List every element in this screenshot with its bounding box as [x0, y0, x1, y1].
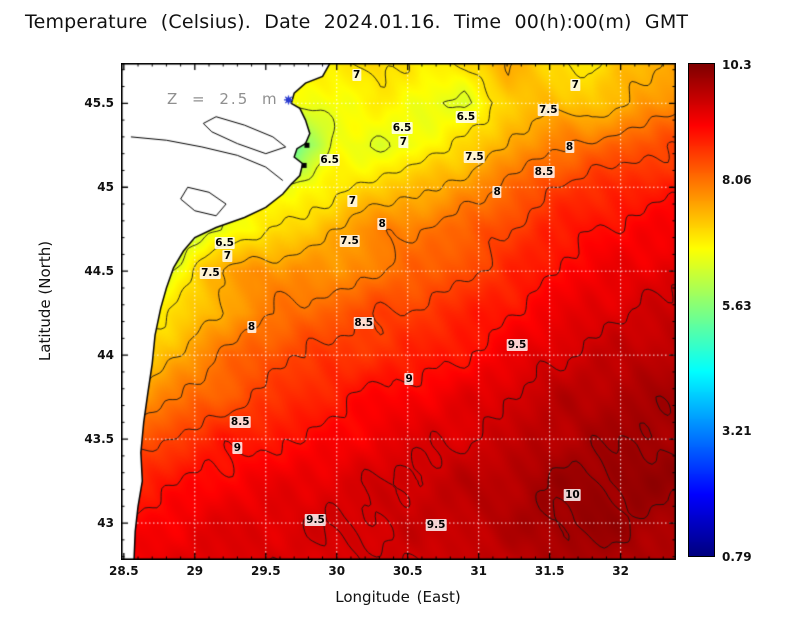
y-tick-label: 44: [97, 348, 114, 363]
colorbar-tick-label: 8.06: [722, 173, 752, 188]
contour-label: 6.5: [455, 110, 477, 123]
contour-label: 9.5: [506, 339, 528, 352]
contour-label: 6.5: [214, 236, 235, 249]
colorbar-tick-label: 10.3: [722, 57, 752, 72]
colorbar-gradient: [688, 63, 715, 557]
contour-label: 7: [398, 135, 409, 148]
chart-title: Temperature (Celsius). Date 2024.01.16. …: [25, 11, 689, 33]
contour-label: 9.5: [305, 513, 326, 526]
contour-label: 7: [570, 78, 580, 91]
x-tick-label: 31: [470, 564, 488, 578]
contour-label: 8: [492, 186, 502, 199]
x-axis-title: Longitude (East): [335, 588, 461, 606]
contour-label: 9: [404, 372, 414, 385]
y-tick-label: 44.5: [84, 264, 114, 279]
depth-annotation: Z = 2.5 m: [167, 90, 279, 108]
temperature-field-canvas: [121, 63, 676, 560]
contour-label: 9.5: [425, 518, 447, 531]
contour-label: 8: [246, 320, 257, 333]
x-tick-label: 30.5: [392, 564, 423, 578]
contour-label: 8.5: [229, 416, 251, 429]
contour-label: 9: [232, 441, 243, 454]
y-tick-label: 45: [97, 180, 114, 195]
y-axis-title: Latitude (North): [36, 240, 54, 362]
x-tick-label: 29.5: [250, 564, 281, 578]
contour-label: 6.5: [391, 122, 413, 135]
y-tick-label: 43: [97, 516, 114, 531]
x-tick-label: 29: [186, 564, 204, 578]
contour-label: 7.5: [200, 266, 221, 279]
x-tick-label: 32: [612, 564, 629, 578]
contour-label: 7: [351, 68, 362, 81]
contour-label: 7.5: [464, 151, 485, 164]
colorbar-tick-label: 5.63: [722, 299, 752, 314]
contour-label: 7.5: [537, 104, 559, 116]
contour-label: 7.5: [339, 234, 360, 247]
contour-label: 7: [222, 250, 233, 263]
contour-label: 8: [564, 140, 575, 153]
contour-label: 6.5: [319, 154, 340, 167]
contour-label: 10: [564, 488, 581, 501]
y-tick-label: 43.5: [84, 432, 114, 447]
x-tick-label: 31.5: [534, 564, 565, 578]
contour-label: 7: [347, 194, 358, 207]
contour-label: 8.5: [533, 166, 555, 179]
x-tick-label: 30: [328, 564, 346, 578]
colorbar-tick-label: 3.21: [722, 424, 752, 439]
contour-label: 8.5: [353, 317, 375, 330]
x-tick-label: 28.5: [109, 564, 139, 578]
contour-label: 8: [377, 218, 387, 231]
y-tick-label: 45.5: [84, 96, 114, 111]
colorbar-tick-label: 0.79: [722, 549, 752, 564]
